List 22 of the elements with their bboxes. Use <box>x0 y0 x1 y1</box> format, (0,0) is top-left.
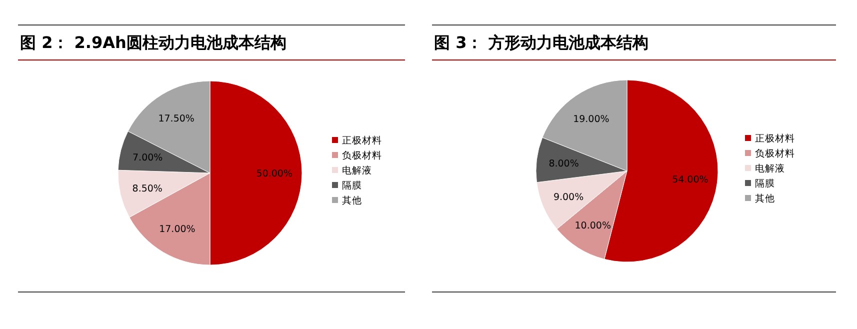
legend-label: 负极材料 <box>342 150 382 162</box>
data-label: 10.00% <box>574 220 611 232</box>
legend-label: 正极材料 <box>755 132 795 144</box>
legend-label: 隔膜 <box>755 178 775 190</box>
legend-label: 负极材料 <box>755 148 795 160</box>
legend-label: 其他 <box>755 192 775 204</box>
legend-label: 电解液 <box>342 164 372 176</box>
legend-label: 其他 <box>342 194 362 206</box>
data-label: 19.00% <box>573 114 610 125</box>
data-label: 8.50% <box>132 184 162 195</box>
data-label: 54.00% <box>672 174 708 186</box>
legend-label: 电解液 <box>755 162 785 174</box>
data-label: 17.50% <box>158 114 194 125</box>
legend-label: 正极材料 <box>342 134 382 146</box>
data-label: 9.00% <box>553 192 584 203</box>
data-label: 8.00% <box>548 158 579 170</box>
chart-title: 图 3： 方形动力电池成本结构 <box>434 33 648 52</box>
data-label: 7.00% <box>132 152 163 164</box>
data-label: 17.00% <box>159 224 196 235</box>
chart-title: 图 2： 2.9Ah圆柱动力电池成本结构 <box>20 33 286 52</box>
legend-label: 隔膜 <box>342 180 362 192</box>
data-label: 50.00% <box>256 168 293 180</box>
